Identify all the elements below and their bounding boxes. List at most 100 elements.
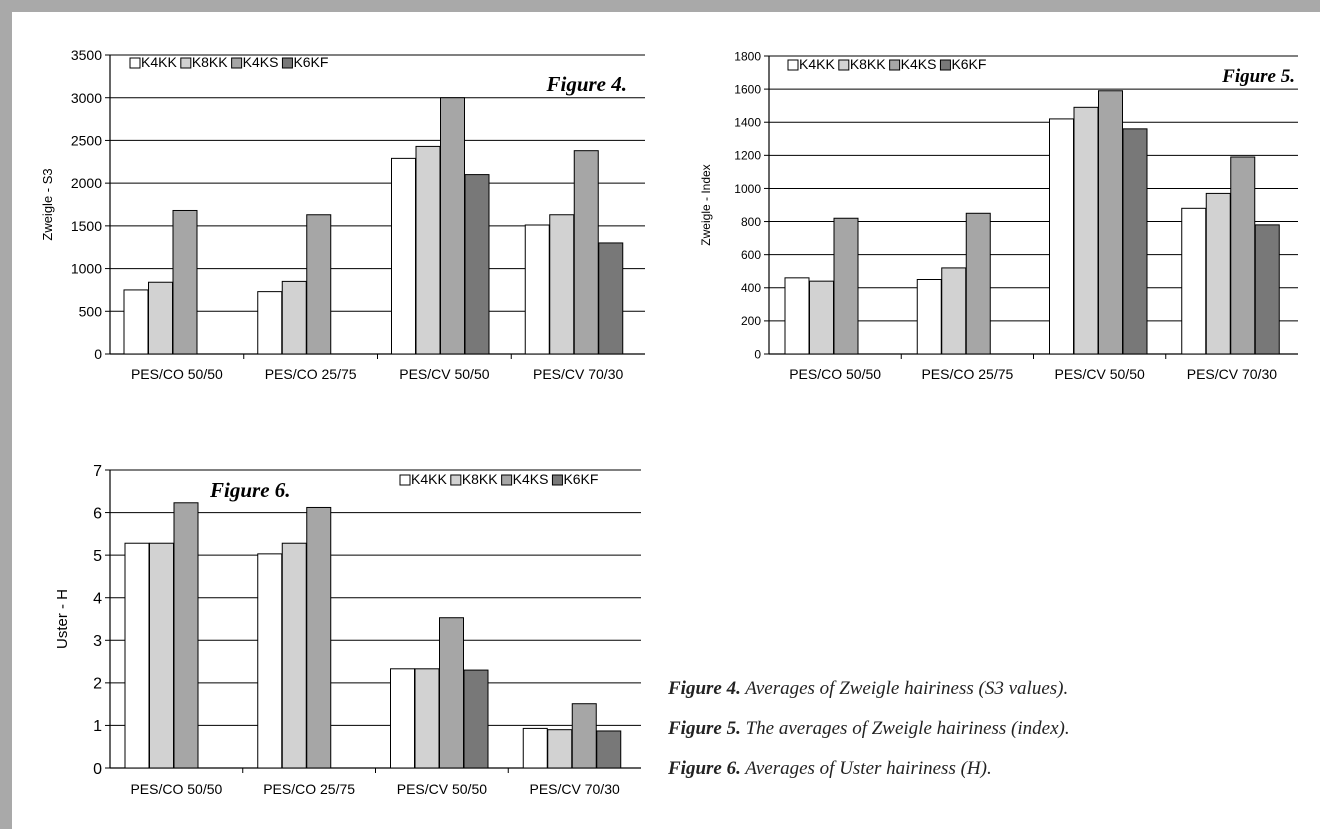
bar-k4kk — [522, 727, 548, 769]
y-tick-label: 1600 — [734, 82, 761, 96]
bar-k4ks — [571, 703, 597, 769]
y-tick-label: 3000 — [71, 90, 102, 106]
x-tick-label: PES/CO 50/50 — [789, 366, 881, 382]
figure-6-chart: 0 1 2 3 4 5 6 7 PES/CO 50/50 PES/CO 25/75 PES/CV 5… — [54, 463, 641, 797]
legend-swatch-k4kk — [787, 59, 799, 71]
x-tick-label: PES/CO 25/75 — [265, 366, 357, 382]
y-tick-label: 200 — [741, 314, 761, 328]
legend-label-k4ks: K4KS — [243, 54, 279, 70]
legend-swatch-k4ks — [231, 57, 243, 69]
bar-k6kf — [598, 242, 624, 355]
bar-k8kk — [414, 668, 440, 769]
bar-k4ks — [1230, 156, 1256, 355]
y-tick-label: 1500 — [71, 218, 102, 234]
y-tick-label: 7 — [93, 463, 102, 480]
bar-k8kk — [415, 145, 441, 355]
bar-k4ks — [440, 97, 465, 355]
x-tick-label: PES/CO 25/75 — [263, 781, 355, 797]
chart-title: Figure 4. — [545, 72, 627, 96]
legend-swatch-k8kk — [180, 57, 192, 69]
x-tick-label: PES/CV 50/50 — [1054, 366, 1144, 382]
y-tick-label: 2500 — [71, 132, 102, 148]
figure-4-chart: 0 500 1000 1500 2000 2500 3000 3500 PES/CO 50/50… — [40, 47, 645, 382]
bar-k4ks — [172, 209, 198, 355]
bar-k8kk — [1205, 192, 1231, 355]
bar-k4kk — [1049, 118, 1074, 355]
y-tick-label: 1800 — [734, 49, 761, 63]
legend-label-k4kk: K4KK — [411, 471, 447, 487]
x-tick-label: PES/CO 50/50 — [131, 366, 223, 382]
bar-k8kk — [809, 280, 834, 355]
legend-label-k4ks: K4KS — [901, 56, 937, 72]
y-axis-label: Zweigle - Index — [699, 164, 713, 245]
frame-left-border — [0, 0, 12, 829]
y-tick-label: 0 — [94, 346, 102, 362]
y-tick-label: 1000 — [71, 261, 102, 277]
legend-swatch-k8kk — [838, 59, 850, 71]
bar-k8kk — [547, 729, 573, 769]
chart-title: Figure 5. — [1221, 66, 1295, 87]
x-tick-label: PES/CV 70/30 — [529, 781, 619, 797]
legend-swatch-k6kf — [939, 59, 951, 71]
bar-k4ks — [306, 214, 332, 355]
y-tick-label: 400 — [741, 281, 761, 295]
legend-swatch-k4ks — [889, 59, 901, 71]
bar-k6kf — [1254, 224, 1280, 355]
legend-swatch-k4ks — [501, 474, 513, 486]
legend-label-k6kf: K6KF — [563, 471, 598, 487]
legend-label-k4ks: K4KS — [513, 471, 549, 487]
bar-k4kk — [391, 157, 416, 355]
bar-k4kk — [124, 542, 150, 769]
legend-label-k8kk: K8KK — [850, 56, 886, 72]
y-tick-label: 500 — [79, 303, 103, 319]
frame-top-border — [0, 0, 1320, 12]
legend-swatch-k4kk — [129, 57, 141, 69]
y-tick-label: 0 — [754, 347, 761, 361]
legend-label-k4kk: K4KK — [799, 56, 835, 72]
y-tick-label: 3 — [93, 633, 102, 650]
bar-k4ks — [439, 617, 464, 769]
y-tick-label: 2000 — [71, 175, 102, 191]
chart-title: Figure 6. — [209, 478, 291, 502]
bar-k8kk — [281, 280, 307, 355]
bar-k4ks — [965, 212, 991, 355]
caption-label: Figure 5. — [668, 718, 741, 739]
y-tick-label: 2 — [93, 676, 102, 693]
bar-k6kf — [596, 730, 622, 769]
caption-text: The averages of Zweigle hairiness (index… — [740, 718, 1070, 739]
legend-label-k6kf: K6KF — [293, 54, 328, 70]
bar-k4kk — [1181, 207, 1207, 355]
legend-swatch-k6kf — [281, 57, 293, 69]
y-tick-label: 5 — [93, 548, 102, 565]
bar-k8kk — [281, 542, 307, 769]
y-tick-label: 600 — [741, 248, 761, 262]
bar-k6kf — [464, 174, 490, 355]
bar-k6kf — [1122, 128, 1148, 355]
y-axis-label: Zweigle - S3 — [40, 168, 55, 240]
x-tick-label: PES/CO 25/75 — [921, 366, 1013, 382]
y-tick-label: 3500 — [71, 47, 102, 63]
y-tick-label: 0 — [93, 761, 102, 778]
legend-swatch-k4kk — [399, 474, 411, 486]
y-tick-label: 4 — [93, 590, 102, 607]
y-tick-label: 1000 — [734, 182, 761, 196]
bar-k4ks — [306, 506, 332, 769]
bar-k6kf — [463, 669, 489, 769]
caption-figure-4: Figure 4. Averages of Zweigle hairiness … — [668, 678, 1068, 700]
bar-k8kk — [1073, 106, 1099, 355]
y-tick-label: 1200 — [734, 149, 761, 163]
legend-swatch-k8kk — [450, 474, 462, 486]
x-tick-label: PES/CV 70/30 — [533, 366, 623, 382]
legend-label-k6kf: K6KF — [951, 56, 986, 72]
legend-swatch-k6kf — [551, 474, 563, 486]
y-axis-label: Uster - H — [54, 589, 71, 649]
bar-k4kk — [390, 668, 415, 769]
legend-label-k8kk: K8KK — [192, 54, 228, 70]
legend-label-k4kk: K4KK — [141, 54, 177, 70]
y-tick-label: 1400 — [734, 116, 761, 130]
caption-text: Averages of Zweigle hairiness (S3 values… — [740, 678, 1069, 699]
bar-k8kk — [941, 267, 967, 355]
figure-5-chart: 0 200 400 600 800 1000 1200 1400 1600 1800 PES/CO … — [699, 49, 1298, 382]
y-tick-label: 1 — [93, 718, 102, 735]
bar-k4ks — [833, 217, 859, 355]
